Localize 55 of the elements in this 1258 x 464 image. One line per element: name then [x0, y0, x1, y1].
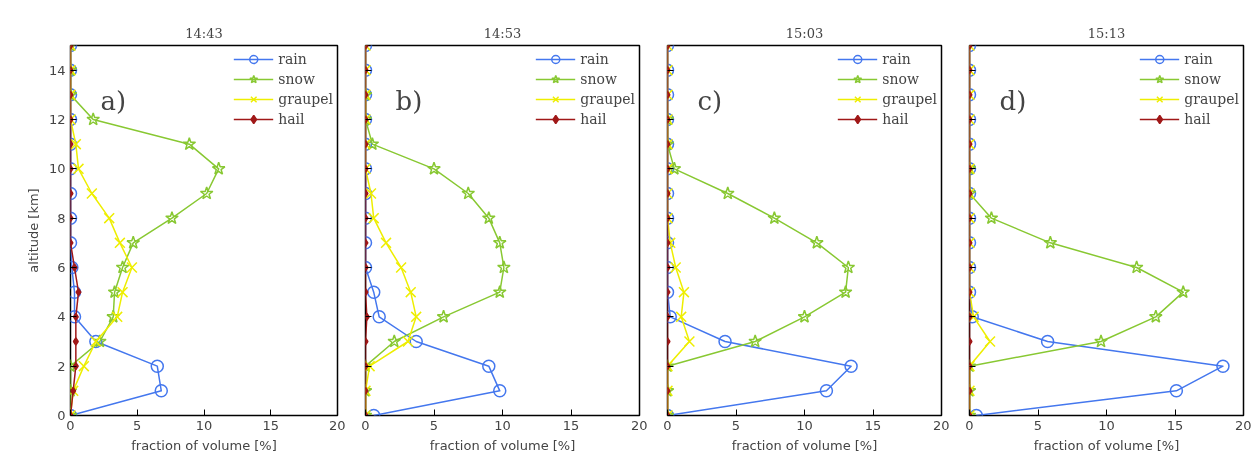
chart-title: 14:43 — [185, 25, 223, 41]
x-tick-label: 0 — [965, 417, 974, 433]
y-tick-label: 2 — [57, 358, 66, 374]
legend-label: rain — [278, 50, 307, 68]
x-tick-label: 10 — [1098, 417, 1115, 433]
x-tick-label: 10 — [796, 417, 813, 433]
y-tick-label: 6 — [57, 260, 66, 275]
x-tick-label: 20 — [932, 417, 950, 433]
x-tick-label: 0 — [361, 417, 370, 433]
x-tick-label: 15 — [562, 417, 580, 433]
chart-title: 15:03 — [785, 25, 824, 41]
x-tick-label: 5 — [731, 417, 741, 433]
legend-label: snow — [882, 70, 919, 88]
x-tick-label: 15 — [864, 417, 882, 433]
annotation: a) — [100, 85, 127, 116]
legend-label: rain — [882, 50, 911, 68]
x-axis-title: fraction of volume [%] — [731, 437, 878, 453]
chart-title: 15:13 — [1087, 25, 1126, 41]
x-tick-label: 15 — [262, 417, 280, 433]
legend-label: snow — [278, 70, 315, 88]
annotation: c) — [697, 85, 723, 116]
y-tick-label: 8 — [57, 210, 66, 226]
legend-label: rain — [580, 50, 609, 68]
x-tick-label: 20 — [630, 417, 648, 433]
x-axis-title: fraction of volume [%] — [429, 437, 576, 453]
legend-label: graupel — [278, 90, 333, 108]
x-axis-title: fraction of volume [%] — [1033, 437, 1180, 453]
x-tick-label: 10 — [195, 417, 213, 433]
legend-label: hail — [278, 110, 305, 128]
y-tick-label: 10 — [48, 161, 66, 177]
x-tick-label: 20 — [1234, 417, 1252, 433]
x-tick-label: 5 — [429, 417, 439, 433]
legend-label: snow — [1184, 70, 1221, 88]
legend-label: hail — [580, 110, 607, 128]
x-tick-label: 0 — [663, 417, 672, 433]
x-tick-label: 5 — [133, 417, 142, 433]
x-tick-label: 10 — [494, 417, 511, 433]
y-axis-title: altitude [km] — [25, 188, 41, 273]
annotation: b) — [395, 85, 423, 116]
x-axis-title: fraction of volume [%] — [131, 437, 277, 453]
legend-label: graupel — [1184, 90, 1239, 108]
y-tick-label: 14 — [48, 62, 66, 78]
legend-label: graupel — [580, 90, 635, 108]
x-tick-label: 5 — [1033, 417, 1043, 433]
chart-title: 14:53 — [483, 25, 522, 41]
legend-label: snow — [580, 70, 617, 88]
y-tick-label: 12 — [48, 112, 66, 127]
y-tick-label: 4 — [57, 309, 66, 325]
annotation: d) — [999, 85, 1027, 116]
legend-label: hail — [882, 110, 909, 128]
x-tick-label: 20 — [328, 417, 346, 433]
legend-label: hail — [1184, 110, 1211, 128]
legend-label: rain — [1184, 50, 1213, 68]
x-tick-label: 15 — [1166, 417, 1184, 433]
legend-label: graupel — [882, 90, 937, 108]
